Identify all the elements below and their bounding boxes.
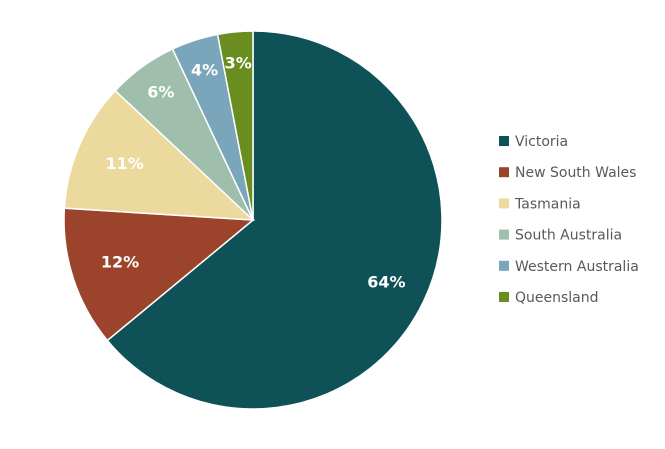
legend-swatch-new-south-wales <box>499 167 509 178</box>
legend-swatch-western-australia <box>499 260 509 271</box>
pie-slice-new-south-wales <box>63 207 255 342</box>
data-label-victoria: 64% <box>367 272 405 291</box>
legend-label-victoria: Victoria <box>515 134 568 150</box>
legend-swatch-tasmania <box>499 198 509 209</box>
pie-data-labels: 64% 12% 11% 6% 4% 3% <box>101 53 406 291</box>
pie-slice-tasmania <box>63 89 256 221</box>
legend-swatch-victoria <box>499 136 509 146</box>
legend-label-tasmania: Tasmania <box>514 196 581 212</box>
data-label-south-australia: 6% <box>147 83 174 102</box>
pie-slice-victoria <box>106 30 443 410</box>
data-label-western-australia: 4% <box>191 60 218 79</box>
legend-label-western-australia: Western Australia <box>515 259 639 275</box>
legend-swatch-queensland <box>499 292 509 302</box>
legend-label-queensland: Queensland <box>515 290 599 306</box>
data-label-tasmania: 11% <box>105 154 143 173</box>
pie-slices <box>63 30 443 410</box>
pie-slice-queensland <box>216 30 254 221</box>
data-label-new-south-wales: 12% <box>101 253 139 272</box>
data-label-queensland: 3% <box>225 53 252 72</box>
legend-label-new-south-wales: New South Wales <box>515 165 636 181</box>
legend-swatch-south-australia <box>499 229 509 240</box>
legend: Victoria New South Wales Tasmania South Aus… <box>499 134 639 306</box>
legend-label-south-australia: South Australia <box>515 228 622 244</box>
